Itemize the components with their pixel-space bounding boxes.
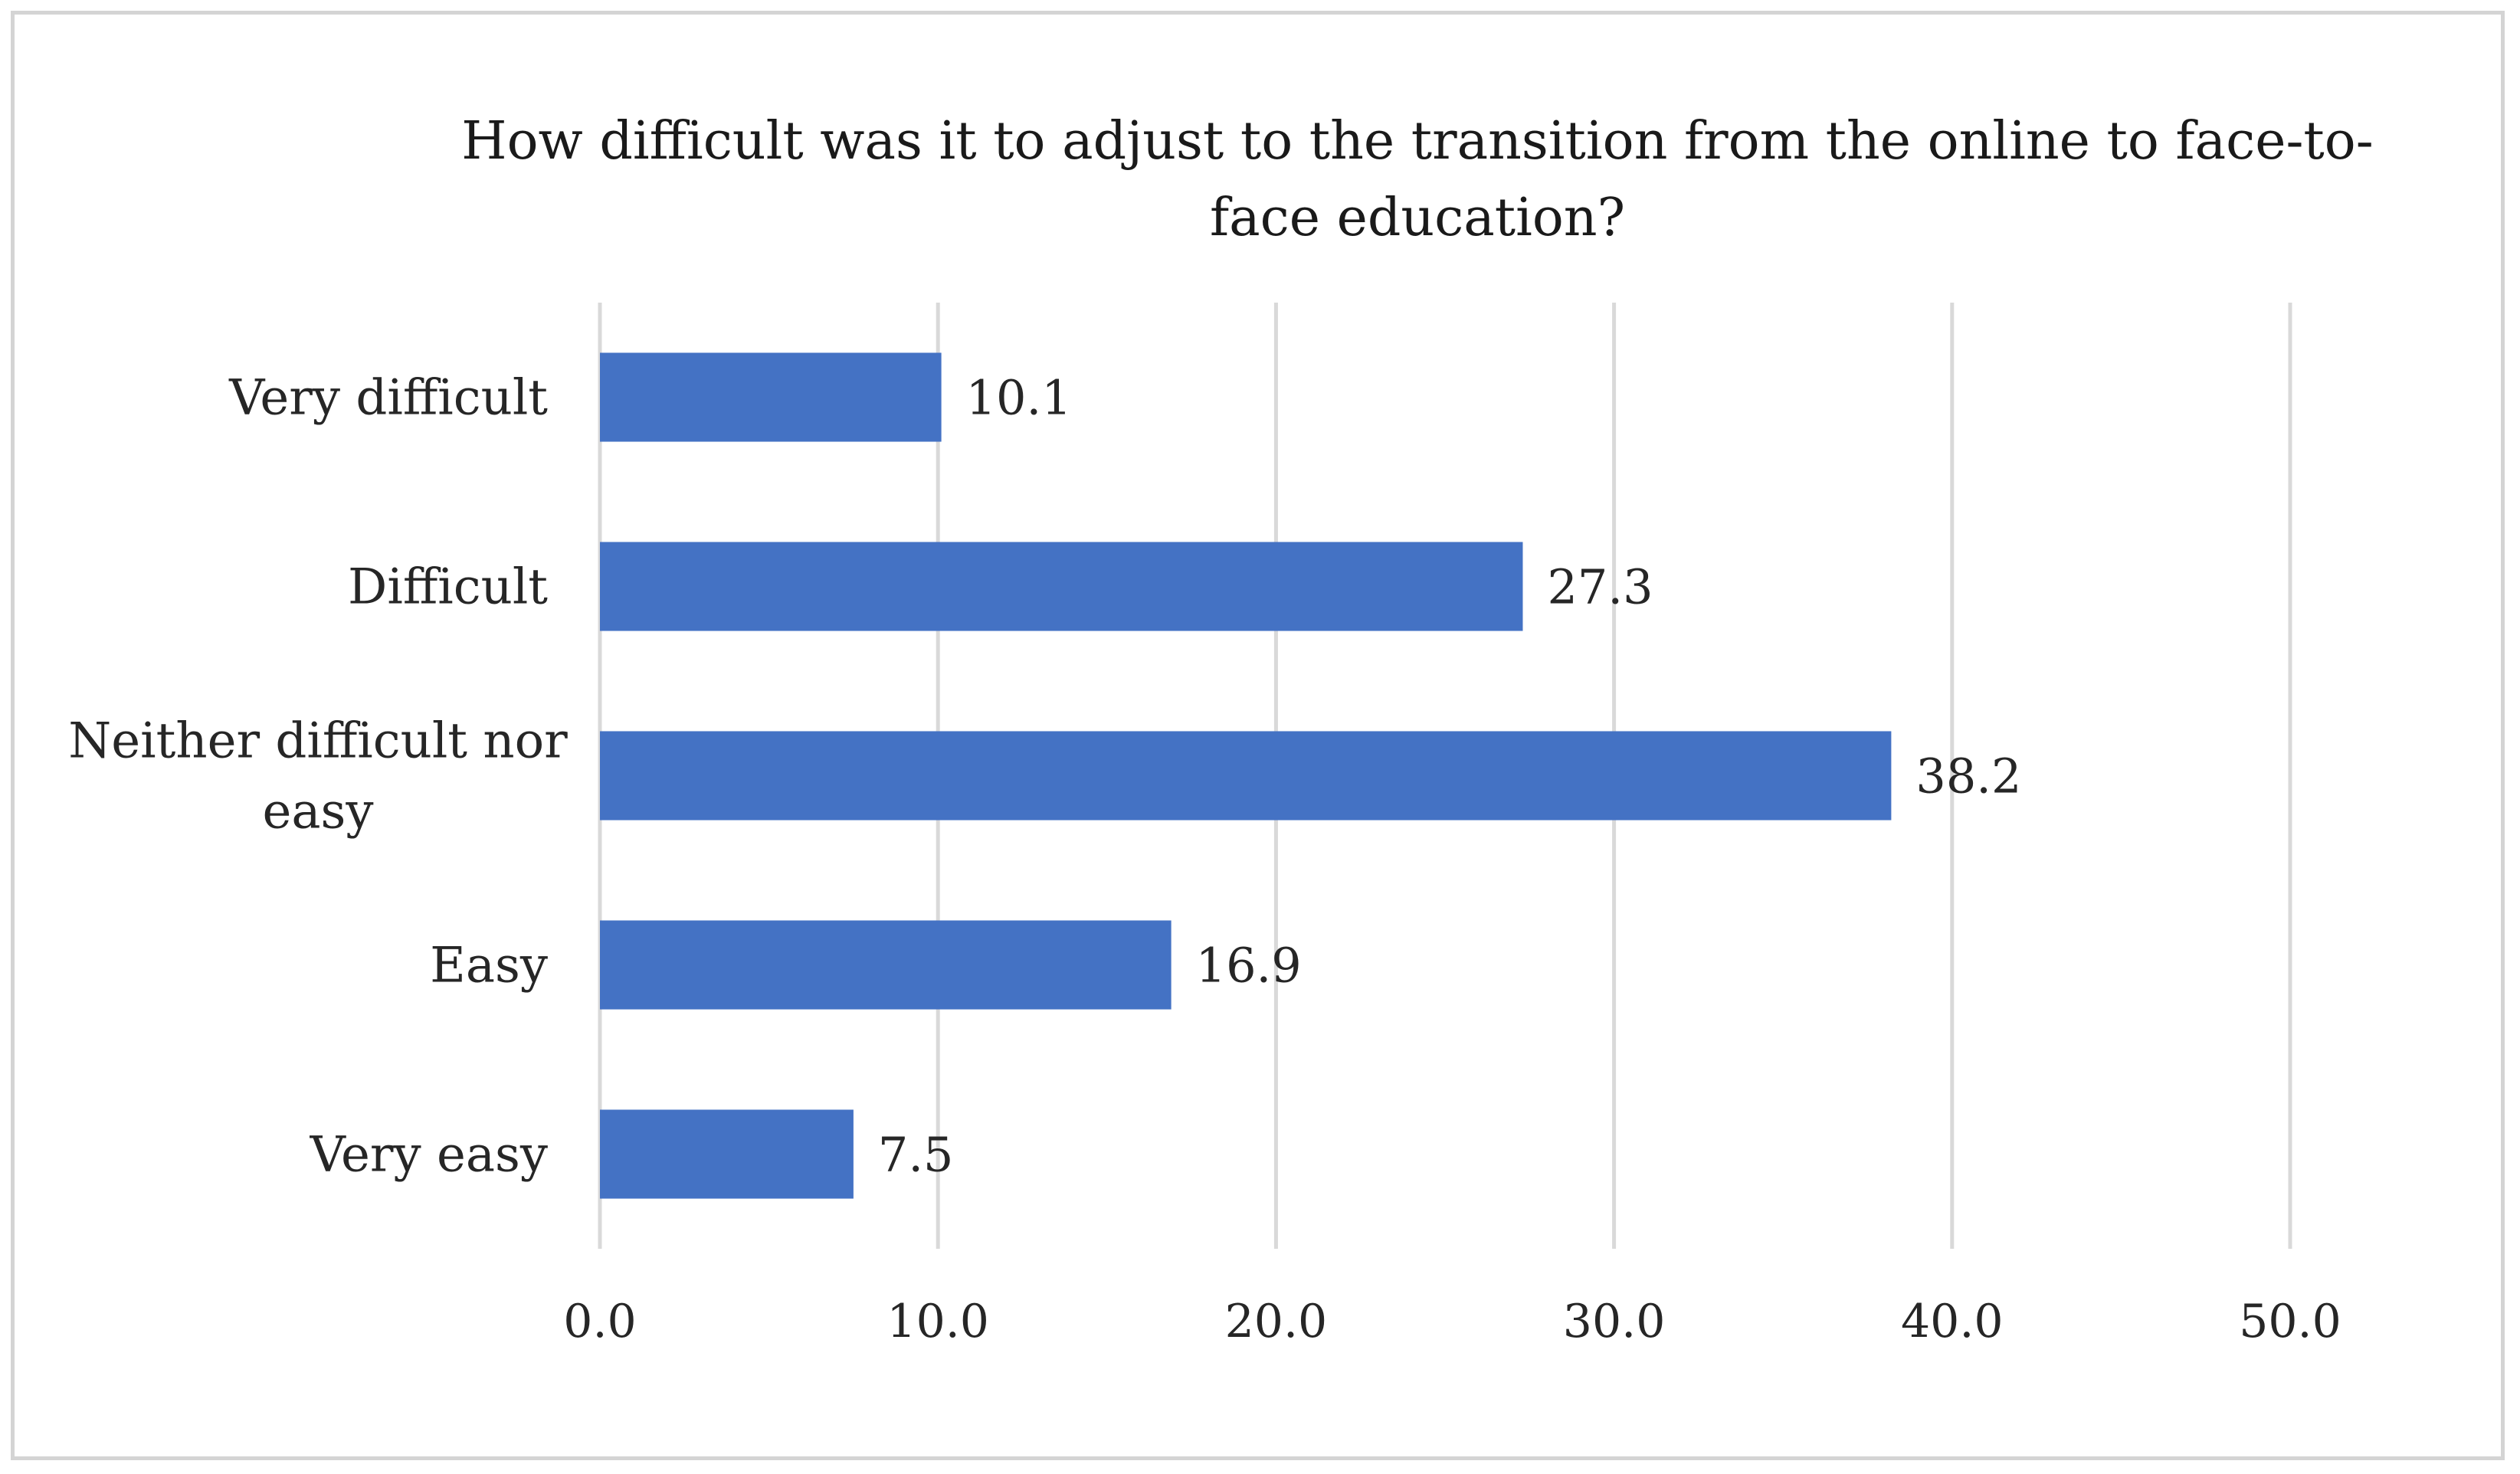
category-label: Very difficult [228, 370, 548, 427]
category-label: Difficult [348, 559, 548, 616]
data-label: 16.9 [1196, 938, 1302, 994]
bar [600, 1109, 854, 1199]
category-labels: Very difficult Difficult Neither difficult… [68, 370, 568, 1184]
bar [600, 352, 942, 442]
x-tick-label: 40.0 [1901, 1295, 2004, 1348]
x-tick-label: 0.0 [563, 1295, 636, 1348]
category-label: Very easy [310, 1127, 548, 1184]
data-label: 38.2 [1915, 748, 2021, 804]
bar [600, 542, 1523, 631]
x-tick-labels: 0.0 10.0 20.0 30.0 40.0 50.0 [563, 1295, 2341, 1348]
data-label: 7.5 [878, 1127, 954, 1183]
data-labels: 10.1 27.3 38.2 16.9 7.5 [878, 370, 2022, 1183]
x-tick-label: 20.0 [1225, 1295, 1328, 1348]
data-label: 27.3 [1547, 559, 1653, 615]
data-label: 10.1 [966, 370, 1072, 426]
bar [600, 920, 1172, 1010]
chart-title: How difficult was it to adjust to the tr… [461, 111, 2374, 248]
bars [600, 352, 1892, 1199]
x-tick-label: 30.0 [1563, 1295, 1666, 1348]
category-label: Easy [430, 938, 548, 994]
category-label: Neither difficult nor easy [68, 713, 568, 840]
x-tick-label: 50.0 [2239, 1295, 2341, 1348]
bar [600, 731, 1892, 821]
x-tick-label: 10.0 [886, 1295, 989, 1348]
